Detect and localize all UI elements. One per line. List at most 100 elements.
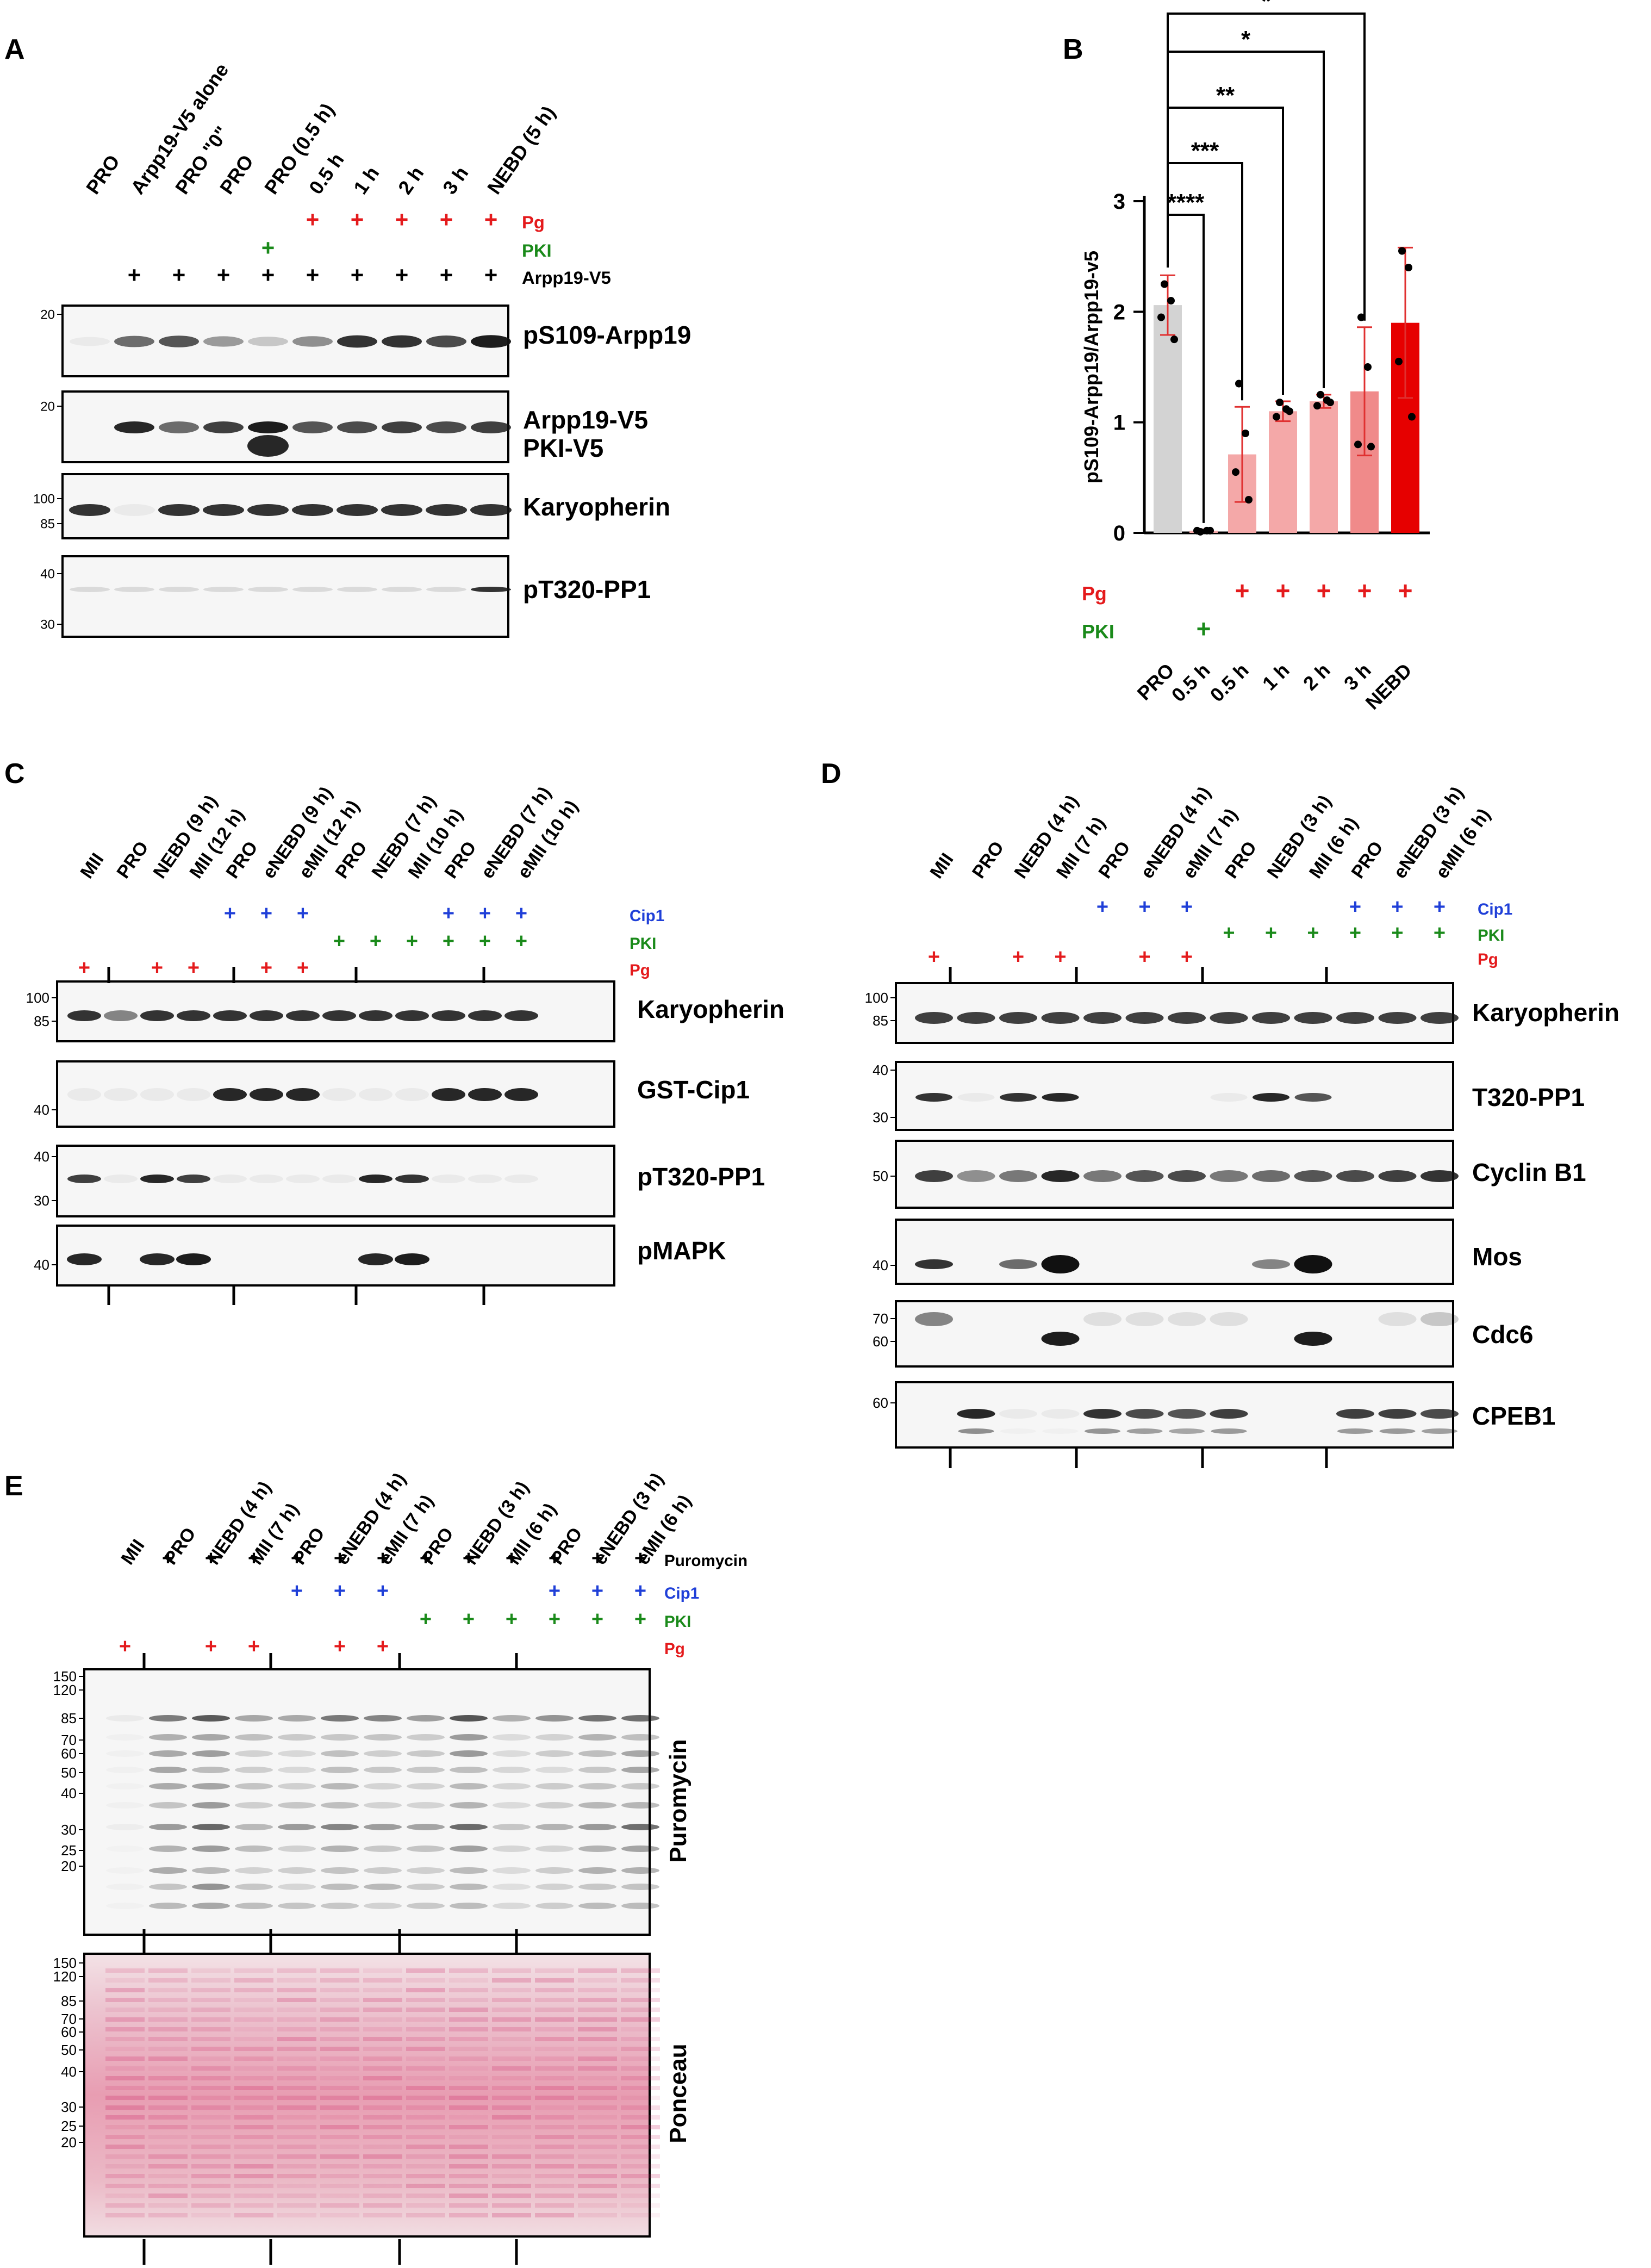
panel-d-blot-mos: [895, 1219, 1454, 1285]
panel-e-band-puro-0-3: [106, 1767, 144, 1773]
panel-e-band-ponceau-6-24: [363, 2203, 402, 2208]
panel-e-blot-1-marker-30-7: 30: [61, 2099, 77, 2115]
panel-c-cip1-plus-12: +: [515, 902, 527, 925]
panel-a-arpp19-v5-row-label: Arpp19-V5: [522, 268, 611, 288]
panel-e-band-ponceau-12-24: [621, 2203, 660, 2208]
panel-c-cip1-plus-10: +: [443, 902, 454, 925]
panel-e-band-ponceau-4-0: [277, 1968, 316, 1973]
panel-e-blot-0-marker-40-6: 40: [61, 1785, 77, 1801]
panel-d-band-cdc6-12: [1421, 1312, 1459, 1326]
panel-e-band-ponceau-3-7: [234, 2037, 273, 2041]
panel-b-point-5-1: [1364, 363, 1372, 371]
panel-e-band-ponceau-3-19: [234, 2154, 273, 2159]
panel-e-band-ponceau-7-19: [406, 2154, 445, 2159]
panel-d-blot-4-marker-70-0: 70: [873, 1310, 888, 1327]
panel-e-band-puro-0-1: [106, 1734, 144, 1741]
panel-c-band-gst-5: [250, 1088, 283, 1101]
panel-d-band-mos-9: [1294, 1255, 1332, 1273]
panel-e-band-ponceau-1-6: [148, 2027, 188, 2031]
panel-c-pki-plus-9: +: [406, 930, 418, 953]
panel-e-band-ponceau-0-16: [105, 2125, 145, 2129]
panel-e-band-ponceau-10-4: [535, 2008, 574, 2012]
panel-e-band-puro-5-9: [321, 1884, 359, 1890]
panel-e-band-ponceau-0-18: [105, 2145, 145, 2149]
panel-e-band-puro-12-3: [621, 1767, 659, 1773]
panel-e-band-ponceau-1-7: [148, 2037, 188, 2041]
panel-e-band-puro-11-6: [578, 1824, 616, 1830]
panel-e-band-ponceau-3-5: [234, 2017, 273, 2022]
panel-e-band-puro-12-2: [621, 1750, 659, 1757]
panel-e-band-puro-6-1: [364, 1734, 402, 1741]
panel-e-band-ponceau-11-20: [578, 2164, 617, 2168]
panel-e-band-ponceau-2-16: [191, 2125, 230, 2129]
panel-a-band-pt320-4: [248, 587, 288, 592]
panel-e-band-ponceau-12-18: [621, 2145, 660, 2149]
panel-e-band-ponceau-12-5: [621, 2017, 660, 2022]
panel-e-band-puro-10-1: [535, 1734, 574, 1741]
panel-e-blot-0-marker-70-3: 70: [61, 1732, 77, 1748]
panel-e-band-ponceau-0-5: [105, 2017, 145, 2022]
panel-e-band-ponceau-12-8: [621, 2047, 660, 2051]
panel-e-band-ponceau-10-21: [535, 2174, 574, 2178]
panel-e-band-ponceau-0-24: [105, 2203, 145, 2208]
panel-e-band-ponceau-4-16: [277, 2125, 316, 2129]
panel-b-ytick-label-0: 0: [1113, 521, 1125, 545]
panel-e-band-ponceau-3-24: [234, 2203, 273, 2208]
panel-a-pki-row-label: PKI: [522, 240, 552, 260]
panel-d-band-cpeb1-10: [1336, 1409, 1374, 1419]
panel-e-pg-plus-2: +: [205, 1635, 217, 1658]
panel-e-band-ponceau-6-20: [363, 2164, 402, 2168]
panel-e-band-ponceau-1-18: [148, 2145, 188, 2149]
panel-e-band-ponceau-7-14: [406, 2105, 445, 2110]
panel-d-blot-cdc6-frame: [895, 1300, 1454, 1368]
panel-e-band-ponceau-11-12: [578, 2086, 617, 2090]
panel-e-band-ponceau-0-17: [105, 2135, 145, 2139]
panel-c-band-pt320-1: [104, 1175, 138, 1183]
panel-c-blot-label-1: GST-Cip1: [637, 1076, 750, 1104]
panel-e-blot-puromycin: [83, 1668, 659, 1936]
panel-e-band-ponceau-8-12: [449, 2086, 488, 2090]
panel-a-lane-9-nebd-5-h: NEBD (5 h): [483, 102, 559, 198]
panel-a-blot-2-marker-85-1: 85: [40, 517, 55, 531]
panel-e-pki-plus-12: +: [634, 1608, 646, 1631]
panel-e-band-ponceau-10-5: [535, 2017, 574, 2022]
panel-d-blot-3-marker-40-0: 40: [873, 1257, 888, 1273]
panel-d-cip1-plus-10: +: [1349, 896, 1361, 918]
panel-e-band-puro-10-7: [535, 1846, 574, 1852]
panel-c-band-pt320-12: [504, 1175, 538, 1183]
panel-e-band-ponceau-11-13: [578, 2096, 617, 2100]
panel-e-band-ponceau-1-10: [148, 2066, 188, 2071]
panel-e-band-ponceau-9-4: [492, 2008, 531, 2012]
panel-a-arpp19-v5-plus-5: +: [306, 262, 320, 288]
panel-d-lane-10-pro: PRO: [1347, 837, 1387, 882]
panel-e-band-ponceau-4-3: [277, 1998, 316, 2002]
panel-a-blot-label-1: Arpp19-V5: [523, 406, 648, 434]
panel-e-blot-0-marker-30-7: 30: [61, 1822, 77, 1838]
panel-d-letter: D: [821, 758, 842, 790]
panel-e-band-puro-6-4: [364, 1783, 402, 1789]
panel-e-band-ponceau-6-12: [363, 2086, 402, 2090]
panel-d-band-cdc6-11: [1378, 1312, 1417, 1326]
panel-c-pki-plus-12: +: [515, 930, 527, 953]
panel-e-band-ponceau-7-7: [406, 2037, 445, 2041]
panel-e-band-ponceau-9-5: [492, 2017, 531, 2022]
panel-e-band-ponceau-10-9: [535, 2056, 574, 2061]
panel-e-band-ponceau-5-3: [320, 1998, 359, 2002]
panel-c-blot-2-marker-30-1: 30: [34, 1192, 49, 1209]
panel-e-puromycin-plus-7: +: [420, 1547, 432, 1570]
panel-a-band-kary-4: [247, 504, 289, 516]
panel-e-blot-1-marker-50-5: 50: [61, 2042, 77, 2058]
panel-e-band-ponceau-7-15: [406, 2115, 445, 2120]
panel-e-band-puro-4-2: [278, 1750, 316, 1757]
panel-d-band-kary-7: [1210, 1012, 1248, 1024]
panel-e-band-ponceau-1-22: [148, 2184, 188, 2188]
panel-e-band-ponceau-2-20: [191, 2164, 230, 2168]
panel-e-band-ponceau-2-7: [191, 2037, 230, 2041]
panel-b-sig-bracket-4: [1167, 13, 1366, 321]
panel-e-band-puro-1-10: [149, 1903, 187, 1909]
panel-d-band-kary-5: [1125, 1012, 1164, 1024]
panel-e-band-ponceau-4-1: [277, 1978, 316, 1983]
panel-a-band-ps109-0: [70, 337, 110, 346]
panel-c-band-kary-10: [432, 1010, 465, 1021]
panel-e-band-ponceau-7-24: [406, 2203, 445, 2208]
